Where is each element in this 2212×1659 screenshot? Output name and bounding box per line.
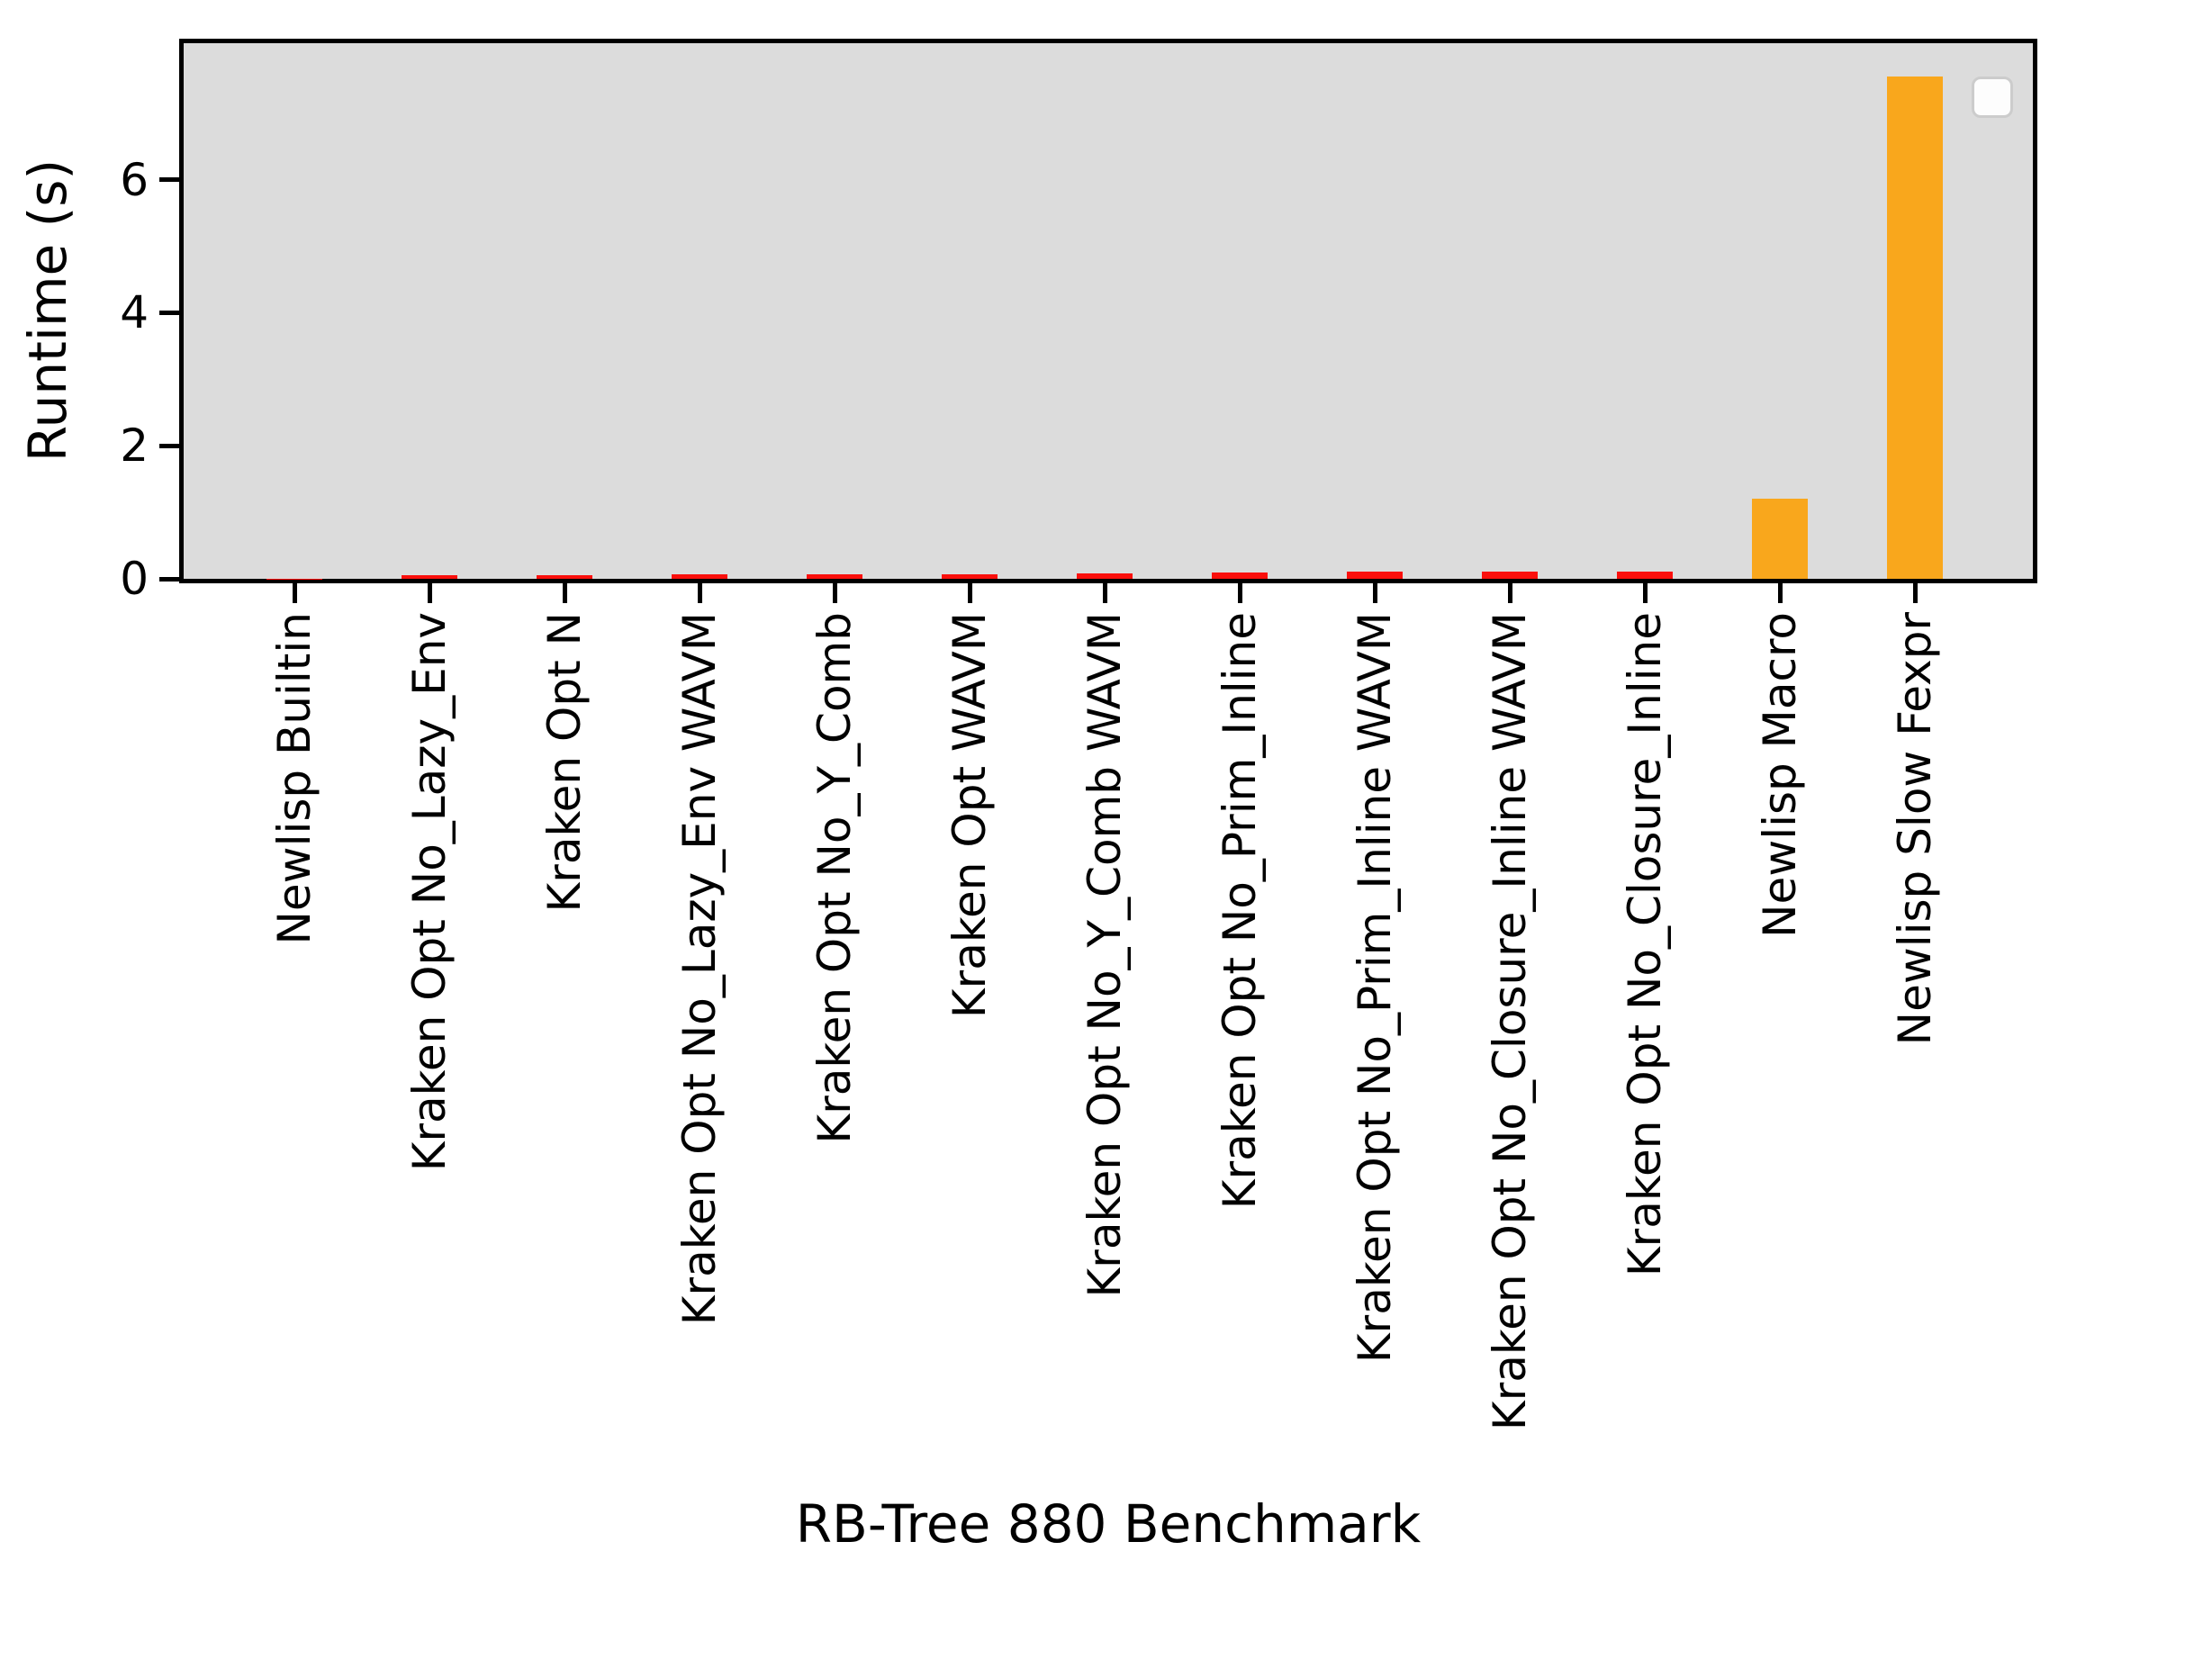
y-tick-mark (159, 576, 179, 582)
x-tick-label: Kraken Opt WAVM (943, 612, 996, 1019)
x-tick-label: Kraken Opt No_Y_Comb WAVM (1079, 612, 1131, 1298)
y-tick-mark (159, 310, 179, 315)
bar-kraken-opt-n (537, 574, 592, 579)
bar-kraken-opt-no-prim-inline-wavm (1347, 571, 1403, 579)
x-tick-label: Newlisp Slow Fexpr (1889, 612, 1941, 1046)
bar-newlisp-slow-fexpr (1887, 76, 1943, 579)
bar-kraken-opt-no-closure-inline-wavm (1482, 571, 1538, 579)
y-axis-label: Runtime (s) (17, 158, 78, 463)
x-axis-label: RB-Tree 880 Benchmark (795, 1493, 1422, 1555)
x-tick-mark (292, 583, 297, 603)
x-tick-mark (1237, 583, 1242, 603)
legend-box (1972, 77, 2013, 118)
y-tick-mark (159, 177, 179, 183)
bar-kraken-opt-no-y-comb-wavm (1077, 573, 1133, 579)
x-tick-mark (697, 583, 702, 603)
bar-kraken-opt-wavm (942, 573, 998, 579)
y-tick-label: 0 (120, 553, 149, 605)
x-tick-label: Newlisp Macro (1754, 612, 1806, 938)
x-tick-mark (562, 583, 567, 603)
x-tick-mark (1642, 583, 1648, 603)
x-tick-mark (1372, 583, 1377, 603)
x-tick-mark (1507, 583, 1512, 603)
x-tick-label: Newlisp Builtin (268, 612, 321, 945)
x-tick-mark (1777, 583, 1783, 603)
x-tick-mark (1912, 583, 1918, 603)
bar-kraken-opt-no-prim-inline (1212, 572, 1268, 579)
plot-area (179, 39, 2037, 583)
y-tick-label: 2 (120, 419, 149, 473)
x-tick-mark (832, 583, 837, 603)
x-tick-label: Kraken Opt No_Y_Comb (808, 612, 861, 1144)
x-tick-label: Kraken Opt No_Lazy_Env (403, 612, 456, 1172)
bar-newlisp-macro (1752, 499, 1808, 579)
bar-kraken-opt-no-closure-inline (1617, 571, 1673, 579)
x-tick-label: Kraken Opt N (538, 612, 591, 913)
x-tick-label: Kraken Opt No_Prim_Inline WAVM (1349, 612, 1401, 1364)
x-tick-label: Kraken Opt No_Lazy_Env WAVM (673, 612, 726, 1326)
bar-kraken-opt-no-lazy-env-wavm (672, 574, 727, 579)
y-tick-mark (159, 443, 179, 448)
y-tick-label: 6 (120, 153, 149, 206)
x-tick-mark (427, 583, 432, 603)
x-tick-mark (1102, 583, 1107, 603)
x-tick-label: Kraken Opt No_Closure_Inline WAVM (1484, 612, 1536, 1431)
x-tick-label: Kraken Opt No_Closure_Inline (1619, 612, 1671, 1277)
x-tick-label: Kraken Opt No_Prim_Inline (1214, 612, 1266, 1210)
bar-kraken-opt-no-lazy-env (402, 574, 457, 579)
bar-kraken-opt-no-y-comb (807, 573, 862, 579)
y-tick-label: 4 (120, 286, 149, 339)
x-tick-mark (967, 583, 972, 603)
